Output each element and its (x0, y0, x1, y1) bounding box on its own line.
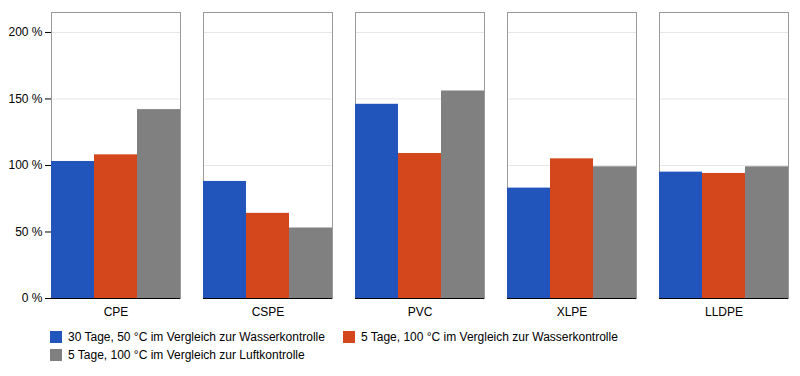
svg-text:XLPE: XLPE (557, 305, 588, 319)
svg-text:PVC: PVC (408, 305, 433, 319)
svg-text:100 %: 100 % (8, 158, 42, 172)
svg-text:200 %: 200 % (8, 25, 42, 39)
svg-text:0 %: 0 % (22, 291, 43, 305)
html-text:5 Tage, 100 °C im Vergleich zu: 5 Tage, 100 °C im Vergleich zur Wasserko… (360, 330, 618, 344)
svg-text:LLDPE: LLDPE (705, 305, 743, 319)
svg-text:CPE: CPE (104, 305, 129, 319)
html-text:5 Tage, 100 °C im Vergleich zu: 5 Tage, 100 °C im Vergleich zur Luftkont… (68, 348, 305, 362)
svg-text:50 %: 50 % (15, 225, 43, 239)
html-text:30 Tage, 50 °C im Vergleich zu: 30 Tage, 50 °C im Vergleich zur Wasserko… (68, 330, 325, 344)
svg-text:150 %: 150 % (8, 92, 42, 106)
svg-text:CSPE: CSPE (252, 305, 285, 319)
